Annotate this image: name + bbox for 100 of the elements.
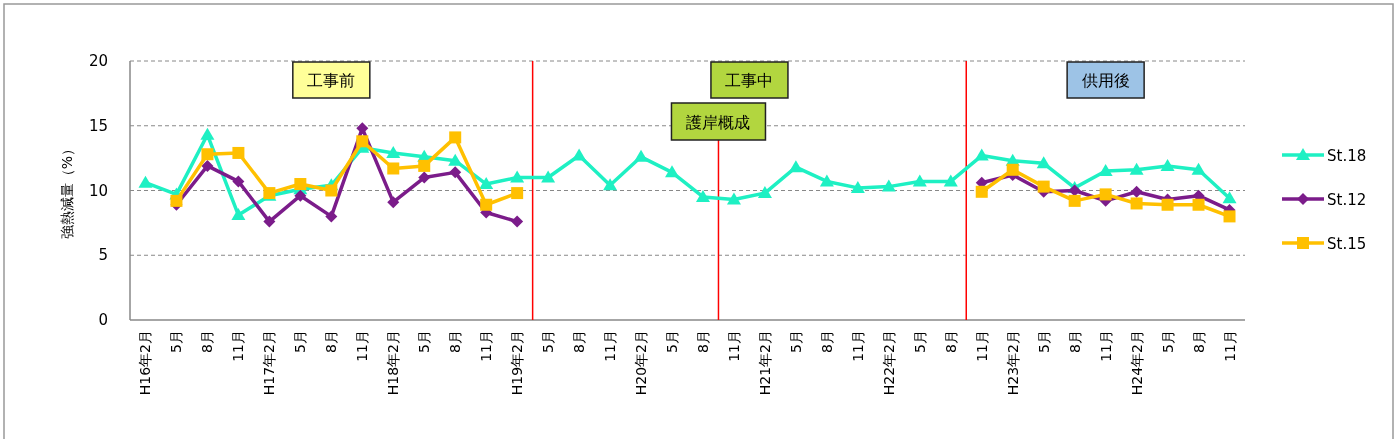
x-tick-label: 5月	[787, 330, 804, 353]
point	[1098, 164, 1113, 177]
point	[634, 149, 649, 162]
x-tick-label: 11月	[1097, 330, 1114, 362]
legend-label: St.15	[1327, 235, 1367, 253]
x-tick-label: 11月	[602, 330, 619, 362]
point	[726, 192, 741, 205]
point	[510, 170, 525, 183]
x-tick-label: 8月	[323, 330, 340, 353]
point	[294, 178, 307, 191]
point	[448, 153, 463, 166]
point	[325, 184, 338, 197]
x-tick-label: H22年2月	[880, 330, 897, 396]
x-tick-label: 8月	[571, 330, 588, 353]
y-tick-label: 10	[88, 181, 108, 200]
x-tick-label: 11月	[849, 330, 866, 362]
point	[200, 127, 215, 140]
y-axis-title: 強熱減量（%）	[59, 141, 75, 240]
y-tick-label: 0	[98, 311, 108, 329]
point	[511, 215, 524, 228]
point	[294, 189, 307, 202]
x-tick-label: 8月	[1190, 330, 1207, 353]
point	[356, 122, 369, 135]
x-tick-label: 5月	[1035, 330, 1052, 353]
point	[912, 174, 927, 187]
x-tick-label: 11月	[1221, 330, 1238, 362]
y-tick-label: 5	[98, 246, 108, 265]
point	[975, 185, 988, 198]
point	[479, 177, 494, 190]
annotation: 護岸概成	[686, 113, 751, 132]
x-tick-label: 11月	[230, 330, 247, 362]
y-tick-label: 15	[88, 116, 108, 135]
x-tick-label: 8月	[447, 330, 464, 353]
legend-label: St.12	[1327, 191, 1367, 209]
point	[170, 194, 183, 207]
point	[1191, 162, 1206, 175]
point	[1068, 194, 1081, 207]
point	[356, 135, 369, 148]
point	[1161, 198, 1174, 211]
point	[974, 148, 989, 161]
annotation: 供用後	[1081, 71, 1130, 90]
x-tick-label: 5月	[911, 330, 928, 353]
point	[449, 131, 462, 144]
point	[665, 165, 680, 178]
point	[1223, 210, 1236, 223]
x-tick-label: H19年2月	[509, 330, 526, 396]
x-tick-label: 5月	[540, 330, 557, 353]
point	[788, 160, 803, 173]
x-tick-label: 8月	[694, 330, 711, 353]
point	[232, 146, 245, 159]
x-tick-label: 5月	[416, 330, 433, 353]
point	[1160, 158, 1175, 171]
point	[850, 180, 865, 193]
point	[819, 174, 834, 187]
point	[757, 186, 772, 199]
point	[418, 159, 431, 172]
annotation: 工事中	[725, 71, 774, 90]
point	[1192, 198, 1205, 211]
x-tick-label: 11月	[478, 330, 495, 362]
x-tick-label: 5月	[664, 330, 681, 353]
x-tick-label: 11月	[973, 330, 990, 362]
x-tick-label: 11月	[354, 330, 371, 362]
x-tick-label: 5月	[1159, 330, 1176, 353]
x-tick-label: 5月	[168, 330, 185, 353]
x-tick-label: H20年2月	[633, 330, 650, 396]
point	[201, 159, 214, 172]
point	[603, 178, 618, 191]
point	[695, 189, 710, 202]
x-tick-label: 11月	[725, 330, 742, 362]
point	[881, 179, 896, 192]
y-tick-label: 20	[88, 52, 108, 70]
x-tick-label: H17年2月	[261, 330, 278, 396]
annotation: 工事前	[307, 71, 356, 90]
x-tick-label: H21年2月	[756, 330, 773, 396]
point	[1130, 197, 1143, 210]
point	[1222, 191, 1237, 204]
point	[1037, 180, 1050, 193]
legend-label: St.18	[1327, 147, 1367, 165]
point	[231, 208, 246, 221]
point	[1036, 156, 1051, 169]
x-tick-label: H18年2月	[385, 330, 402, 396]
point	[511, 187, 524, 200]
x-tick-label: H16年2月	[137, 330, 154, 396]
x-tick-label: 8月	[818, 330, 835, 353]
point	[1129, 162, 1144, 175]
point	[263, 215, 276, 228]
x-tick-label: 8月	[199, 330, 216, 353]
point	[387, 196, 400, 209]
point	[480, 198, 493, 211]
point	[325, 210, 338, 223]
point	[386, 145, 401, 158]
point	[387, 162, 400, 175]
point	[572, 148, 587, 161]
point	[1130, 185, 1143, 198]
point	[449, 166, 462, 179]
x-tick-label: H24年2月	[1128, 330, 1145, 396]
point	[1099, 188, 1112, 201]
point	[1006, 163, 1019, 176]
point	[138, 175, 153, 188]
point	[418, 171, 431, 184]
